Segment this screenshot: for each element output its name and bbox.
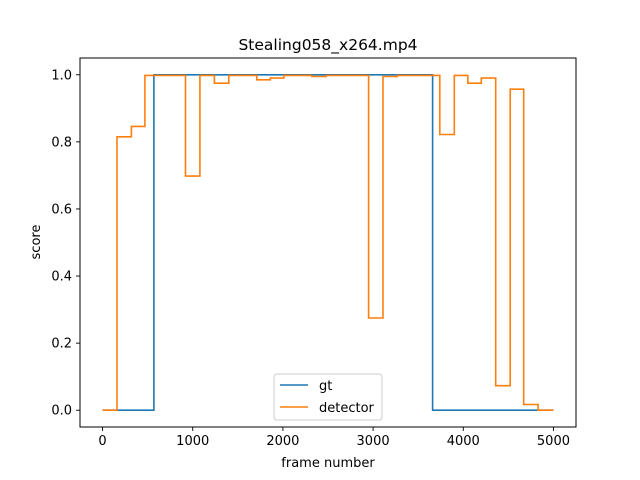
x-tick-label: 0 bbox=[98, 434, 106, 449]
legend-label-gt: gt bbox=[319, 379, 332, 394]
y-tick-label: 0.2 bbox=[51, 337, 72, 352]
x-tick-label: 4000 bbox=[447, 434, 480, 449]
series-line-gt bbox=[102, 74, 554, 412]
y-axis-ticks: 0.0 0.2 0.4 0.6 0.8 1.0 bbox=[51, 68, 80, 419]
x-tick-label: 3000 bbox=[357, 434, 390, 449]
x-tick-label: 1000 bbox=[176, 434, 209, 449]
y-axis-label: score bbox=[29, 225, 44, 260]
y-tick-label: 1.0 bbox=[51, 68, 72, 83]
chart-title: Stealing058_x264.mp4 bbox=[238, 36, 417, 55]
x-axis-label: frame number bbox=[281, 456, 375, 471]
y-tick-label: 0.6 bbox=[51, 202, 72, 217]
legend-label-detector: detector bbox=[319, 401, 375, 416]
y-tick-label: 0.4 bbox=[51, 270, 72, 285]
x-tick-label: 5000 bbox=[537, 434, 570, 449]
legend: gt detector bbox=[273, 373, 383, 421]
plot-lines bbox=[102, 74, 554, 412]
x-axis-ticks: 0 1000 2000 3000 4000 5000 bbox=[98, 427, 570, 449]
series-line-detector bbox=[102, 74, 554, 412]
x-tick-label: 2000 bbox=[266, 434, 299, 449]
axes-frame bbox=[79, 57, 577, 428]
y-tick-label: 0.8 bbox=[51, 135, 72, 150]
y-tick-label: 0.0 bbox=[51, 404, 72, 419]
